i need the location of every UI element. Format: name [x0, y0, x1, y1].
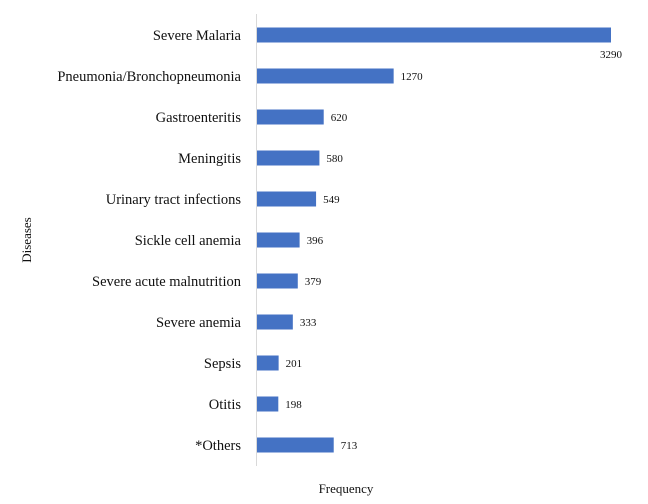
bar-5	[257, 232, 300, 248]
bar-0	[257, 27, 611, 43]
category-label-7: Severe anemia	[156, 315, 242, 331]
bar-7	[257, 314, 293, 330]
data-label-6: 379	[305, 276, 322, 288]
data-label-10: 713	[341, 440, 358, 452]
bar-9	[257, 396, 279, 412]
category-label-3: Meningitis	[178, 151, 241, 167]
data-label-4: 549	[323, 194, 340, 206]
category-label-9: Otitis	[209, 397, 242, 413]
category-label-6: Severe acute malnutrition	[92, 274, 242, 290]
data-labels: 3290 1270 620 580 549 396 379 333 201 198 713	[285, 49, 622, 452]
category-label-10: *Others	[195, 438, 241, 454]
bar-4	[257, 191, 317, 207]
category-label-2: Gastroenteritis	[156, 110, 242, 126]
category-label-4: Urinary tract infections	[106, 192, 242, 208]
bar-6	[257, 273, 298, 289]
data-label-2: 620	[331, 112, 348, 124]
data-label-9: 198	[285, 399, 302, 411]
category-label-1: Pneumonia/Bronchopneumonia	[57, 69, 241, 85]
category-label-0: Severe Malaria	[153, 28, 242, 44]
data-label-5: 396	[307, 235, 324, 247]
bar-8	[257, 355, 279, 371]
data-label-7: 333	[300, 317, 317, 329]
bar-10	[257, 437, 334, 453]
data-label-1: 1270	[401, 71, 424, 83]
x-axis-title: Frequency	[319, 481, 374, 496]
category-label-8: Sepsis	[204, 356, 241, 372]
bar-1	[257, 68, 394, 84]
bar-2	[257, 109, 324, 125]
y-axis-title: Diseases	[19, 217, 34, 263]
data-label-3: 580	[326, 153, 343, 165]
data-label-8: 201	[286, 358, 303, 370]
category-label-5: Sickle cell anemia	[135, 233, 242, 249]
data-label-0: 3290	[600, 49, 623, 61]
bar-3	[257, 150, 320, 166]
bar-group	[257, 27, 611, 453]
category-labels: Severe Malaria Pneumonia/Bronchopneumonia…	[57, 28, 241, 454]
